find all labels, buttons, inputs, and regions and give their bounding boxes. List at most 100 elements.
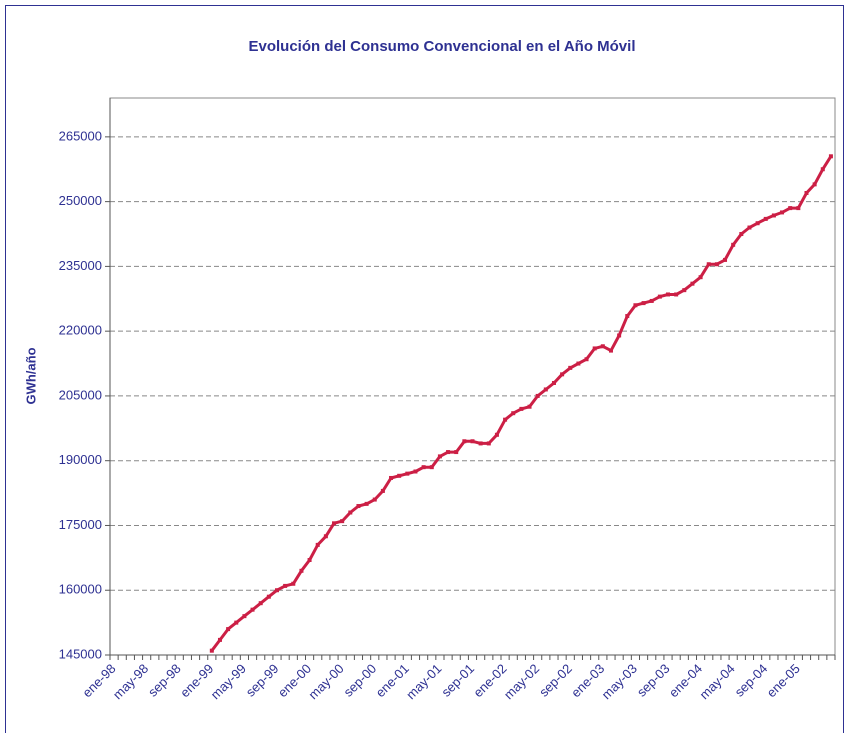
point-marker bbox=[209, 648, 214, 653]
point-marker bbox=[641, 301, 646, 306]
y-tick-label: 265000 bbox=[59, 128, 102, 143]
point-marker bbox=[682, 288, 687, 293]
point-marker bbox=[731, 242, 736, 247]
point-marker bbox=[242, 614, 247, 619]
point-marker bbox=[788, 206, 793, 211]
point-marker bbox=[486, 441, 491, 446]
x-tick-label: may-03 bbox=[599, 661, 640, 702]
point-marker bbox=[649, 298, 654, 303]
point-marker bbox=[234, 620, 239, 625]
point-marker bbox=[560, 372, 565, 377]
y-tick-label: 190000 bbox=[59, 452, 102, 467]
x-tick-label: sep-03 bbox=[634, 661, 673, 700]
point-marker bbox=[372, 497, 377, 502]
point-marker bbox=[258, 601, 263, 606]
point-marker bbox=[364, 501, 369, 506]
x-tick-label: sep-00 bbox=[341, 661, 380, 700]
point-marker bbox=[551, 380, 556, 385]
point-marker bbox=[478, 441, 483, 446]
point-marker bbox=[584, 357, 589, 362]
point-marker bbox=[511, 411, 516, 416]
point-marker bbox=[413, 469, 418, 474]
y-tick-label: 235000 bbox=[59, 258, 102, 273]
x-tick-label: ene-05 bbox=[764, 661, 803, 700]
y-tick-label: 175000 bbox=[59, 517, 102, 532]
point-marker bbox=[315, 542, 320, 547]
x-tick-label: may-01 bbox=[403, 661, 444, 702]
point-marker bbox=[674, 292, 679, 297]
point-marker bbox=[535, 393, 540, 398]
point-marker bbox=[592, 346, 597, 351]
point-marker bbox=[796, 206, 801, 211]
y-tick-label: 145000 bbox=[59, 646, 102, 661]
point-marker bbox=[266, 594, 271, 599]
point-marker bbox=[462, 439, 467, 444]
point-marker bbox=[307, 558, 312, 563]
point-marker bbox=[625, 314, 630, 319]
point-marker bbox=[723, 257, 728, 262]
y-tick-label: 220000 bbox=[59, 323, 102, 338]
point-marker bbox=[470, 439, 475, 444]
point-marker bbox=[804, 190, 809, 195]
point-marker bbox=[397, 473, 402, 478]
point-marker bbox=[437, 454, 442, 459]
point-marker bbox=[421, 465, 426, 470]
point-marker bbox=[527, 404, 532, 409]
x-tick-label: may-98 bbox=[110, 661, 151, 702]
point-marker bbox=[666, 292, 671, 297]
point-marker bbox=[291, 581, 296, 586]
chart-frame bbox=[5, 5, 844, 733]
point-marker bbox=[454, 450, 459, 455]
point-marker bbox=[356, 504, 361, 509]
plot-area bbox=[109, 97, 836, 656]
x-tick-label: sep-01 bbox=[438, 661, 477, 700]
point-marker bbox=[771, 213, 776, 218]
point-marker bbox=[348, 510, 353, 515]
point-marker bbox=[389, 475, 394, 480]
point-marker bbox=[747, 225, 752, 230]
x-tick-label: may-04 bbox=[696, 661, 737, 702]
point-marker bbox=[763, 216, 768, 221]
point-marker bbox=[820, 167, 825, 172]
point-marker bbox=[608, 348, 613, 353]
point-marker bbox=[283, 583, 288, 588]
point-marker bbox=[429, 465, 434, 470]
x-tick-label: may-00 bbox=[305, 661, 346, 702]
point-marker bbox=[503, 417, 508, 422]
point-marker bbox=[706, 262, 711, 267]
x-tick-label: sep-04 bbox=[732, 661, 771, 700]
point-marker bbox=[755, 221, 760, 226]
point-marker bbox=[323, 534, 328, 539]
point-marker bbox=[543, 387, 548, 392]
point-marker bbox=[633, 303, 638, 308]
y-axis-label: GWh/año bbox=[23, 347, 38, 404]
point-marker bbox=[600, 344, 605, 349]
chart-title: Evolución del Consumo Convencional en el… bbox=[249, 38, 636, 55]
point-marker bbox=[739, 232, 744, 237]
point-marker bbox=[299, 568, 304, 573]
point-marker bbox=[568, 365, 573, 370]
point-marker bbox=[380, 488, 385, 493]
x-tick-label: sep-99 bbox=[243, 661, 282, 700]
point-marker bbox=[576, 361, 581, 366]
point-marker bbox=[690, 281, 695, 286]
point-marker bbox=[714, 262, 719, 267]
point-marker bbox=[226, 627, 231, 632]
point-marker bbox=[340, 519, 345, 524]
point-marker bbox=[494, 432, 499, 437]
point-marker bbox=[657, 294, 662, 299]
x-tick-label: sep-98 bbox=[145, 661, 184, 700]
point-marker bbox=[332, 521, 337, 526]
point-marker bbox=[405, 471, 410, 476]
point-marker bbox=[828, 154, 833, 159]
y-tick-label: 250000 bbox=[59, 193, 102, 208]
point-marker bbox=[250, 607, 255, 612]
point-marker bbox=[446, 450, 451, 455]
x-tick-label: may-99 bbox=[208, 661, 249, 702]
point-marker bbox=[780, 210, 785, 215]
y-tick-label: 160000 bbox=[59, 582, 102, 597]
point-marker bbox=[698, 275, 703, 280]
x-tick-label: sep-02 bbox=[536, 661, 575, 700]
point-marker bbox=[274, 588, 279, 593]
